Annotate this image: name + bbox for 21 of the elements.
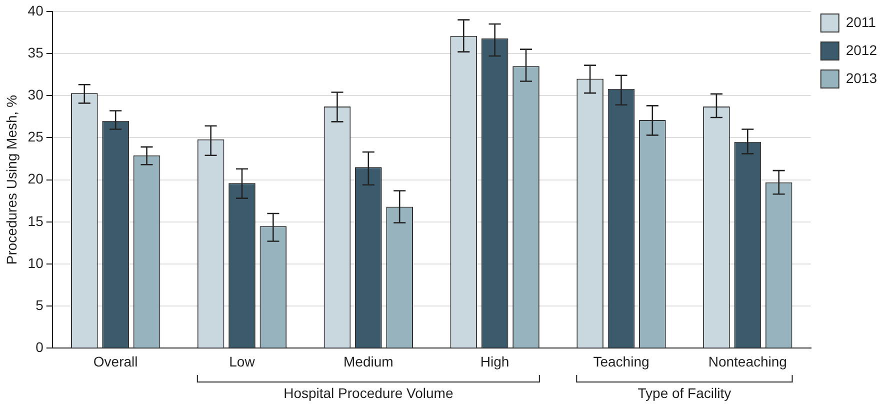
x-tick-label: High: [480, 353, 510, 370]
y-tick-label: 15: [28, 212, 44, 229]
x-tick-label: Overall: [93, 353, 138, 370]
y-tick-label: 10: [28, 254, 44, 271]
x-tick-label: Medium: [344, 353, 394, 370]
y-tick-label: 20: [28, 170, 44, 187]
x-tick-label: Teaching: [593, 353, 650, 370]
text: Type of Facility: [638, 384, 732, 401]
legend-label: 2013: [846, 70, 878, 86]
y-tick-label: 35: [28, 44, 44, 60]
x-tick-label: Low: [229, 353, 256, 370]
y-tick-label: 25: [28, 128, 44, 145]
y-tick-label: 40: [28, 2, 44, 18]
legend-label: 2012: [846, 42, 878, 58]
legend-label: 2011: [846, 14, 876, 30]
y-tick-label: 30: [28, 86, 44, 102]
y-axis-title: Procedures Using Mesh, %: [3, 94, 20, 265]
y-tick-label: 0: [36, 339, 44, 356]
y-tick-label: 5: [36, 296, 44, 313]
text: Hospital Procedure Volume: [284, 384, 454, 401]
x-tick-label: Nonteaching: [708, 353, 787, 370]
